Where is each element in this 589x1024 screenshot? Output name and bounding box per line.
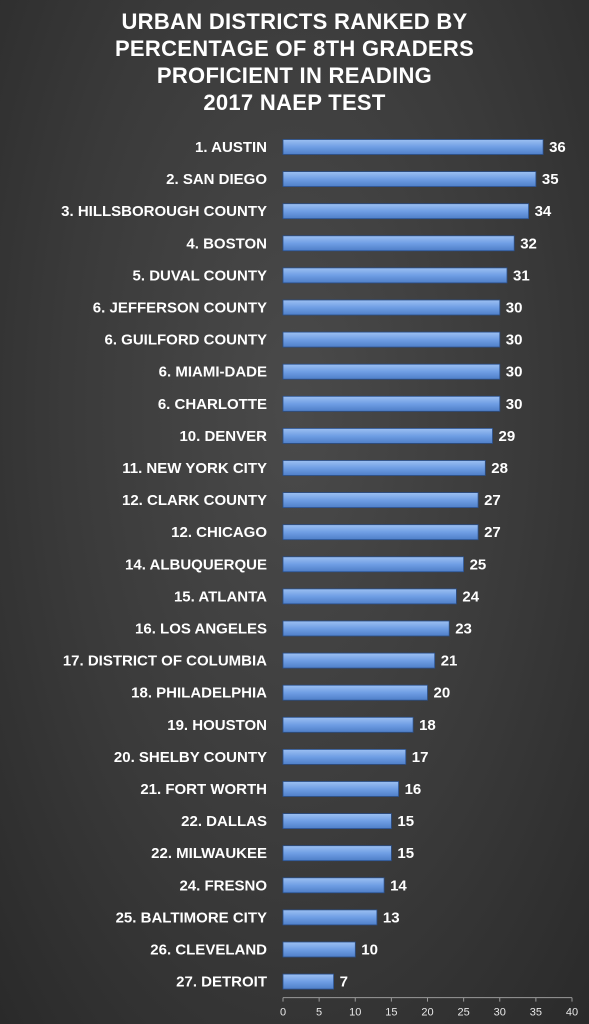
bar — [282, 813, 392, 829]
data-label: 32 — [520, 235, 537, 252]
category-label: 1. AUSTIN — [195, 139, 267, 156]
category-label: 14. ALBUQUERQUE — [125, 556, 267, 573]
bar — [282, 139, 544, 155]
bar — [282, 267, 508, 284]
x-tick-label: 30 — [494, 1007, 506, 1019]
category-label: 5. DUVAL COUNTY — [133, 267, 267, 284]
category-label: 12. CLARK COUNTY — [122, 492, 267, 509]
data-label: 10 — [361, 942, 378, 959]
data-label: 21 — [441, 653, 458, 670]
data-label: 29 — [499, 428, 516, 445]
x-tick-label: 15 — [385, 1007, 397, 1019]
x-tick-label: 20 — [421, 1007, 433, 1019]
data-label: 13 — [383, 909, 400, 926]
category-label: 27. DETROIT — [176, 974, 267, 991]
bar — [282, 171, 537, 188]
data-label: 20 — [434, 685, 451, 702]
data-label: 34 — [535, 203, 552, 220]
bar — [282, 684, 428, 701]
category-label: 10. DENVER — [179, 428, 267, 445]
bar — [282, 909, 378, 926]
data-label: 14 — [390, 877, 407, 894]
category-label: 16. LOS ANGELES — [135, 621, 267, 638]
category-label: 17. DISTRICT OF COLUMBIA — [63, 653, 267, 670]
bar — [282, 781, 399, 797]
x-tick-label: 0 — [280, 1007, 286, 1019]
bar — [282, 363, 501, 380]
bar — [282, 652, 436, 669]
category-label: 21. FORT WORTH — [140, 781, 267, 798]
chart-title-line-1: URBAN DISTRICTS RANKED BY — [121, 9, 468, 34]
x-tick-label: 25 — [457, 1007, 469, 1019]
data-label: 27 — [484, 524, 501, 541]
data-label: 30 — [506, 396, 523, 413]
bar — [282, 203, 530, 220]
category-label: 6. MIAMI-DADE — [159, 364, 267, 381]
x-tick-label: 35 — [530, 1007, 542, 1019]
bar — [282, 395, 501, 412]
chart-title-line-4: 2017 NAEP TEST — [203, 90, 386, 115]
category-label: 12. CHICAGO — [171, 524, 267, 541]
chart-title-line-2: PERCENTAGE OF 8TH GRADERS — [114, 36, 475, 61]
data-label: 16 — [405, 781, 422, 798]
category-label: 22. DALLAS — [181, 813, 267, 830]
bar — [282, 877, 385, 894]
bar — [282, 427, 493, 444]
category-label: 20. SHELBY COUNTY — [114, 749, 267, 766]
category-label: 22. MILWAUKEE — [151, 845, 267, 862]
data-label: 35 — [542, 171, 559, 188]
data-label: 7 — [340, 974, 348, 991]
bar — [282, 749, 407, 765]
x-tick-label: 10 — [349, 1007, 361, 1019]
bar — [282, 460, 486, 476]
x-tick-label: 40 — [566, 1007, 578, 1019]
bar — [282, 620, 450, 637]
category-label: 3. HILLSBOROUGH COUNTY — [61, 203, 267, 220]
bar — [282, 556, 465, 573]
category-label: 11. NEW YORK CITY — [122, 460, 267, 477]
category-label: 15. ATLANTA — [174, 588, 267, 605]
category-label: 4. BOSTON — [186, 235, 267, 252]
category-label: 2. SAN DIEGO — [166, 171, 267, 188]
data-label: 23 — [455, 621, 472, 638]
bar — [282, 588, 457, 605]
x-tick-label: 5 — [316, 1007, 322, 1019]
data-label: 25 — [470, 556, 487, 573]
data-label: 30 — [506, 364, 523, 381]
bar — [282, 492, 479, 509]
bar — [282, 331, 501, 348]
chart-title-line-3: PROFICIENT IN READING — [156, 63, 433, 88]
data-label: 24 — [462, 588, 479, 605]
data-label: 31 — [513, 267, 530, 284]
data-label: 30 — [506, 300, 523, 317]
category-label: 24. FRESNO — [179, 877, 267, 894]
category-label: 6. CHARLOTTE — [158, 396, 267, 413]
category-label: 6. GUILFORD COUNTY — [104, 332, 267, 349]
data-label: 30 — [506, 332, 523, 349]
data-label: 17 — [412, 749, 429, 766]
data-label: 27 — [484, 492, 501, 509]
bar — [282, 716, 414, 733]
data-label: 15 — [397, 845, 414, 862]
bar — [282, 845, 392, 862]
bar — [282, 941, 356, 958]
category-label: 18. PHILADELPHIA — [131, 685, 267, 702]
bar — [282, 235, 515, 252]
data-label: 36 — [549, 139, 566, 156]
category-label: 6. JEFFERSON COUNTY — [93, 300, 267, 317]
bar — [282, 524, 479, 541]
category-label: 19. HOUSTON — [167, 717, 267, 734]
data-label: 28 — [491, 460, 508, 477]
data-label: 18 — [419, 717, 436, 734]
category-label: 25. BALTIMORE CITY — [116, 909, 267, 926]
bar — [282, 973, 334, 990]
category-label: 26. CLEVELAND — [150, 942, 267, 959]
bar — [282, 299, 501, 316]
data-label: 15 — [397, 813, 414, 830]
